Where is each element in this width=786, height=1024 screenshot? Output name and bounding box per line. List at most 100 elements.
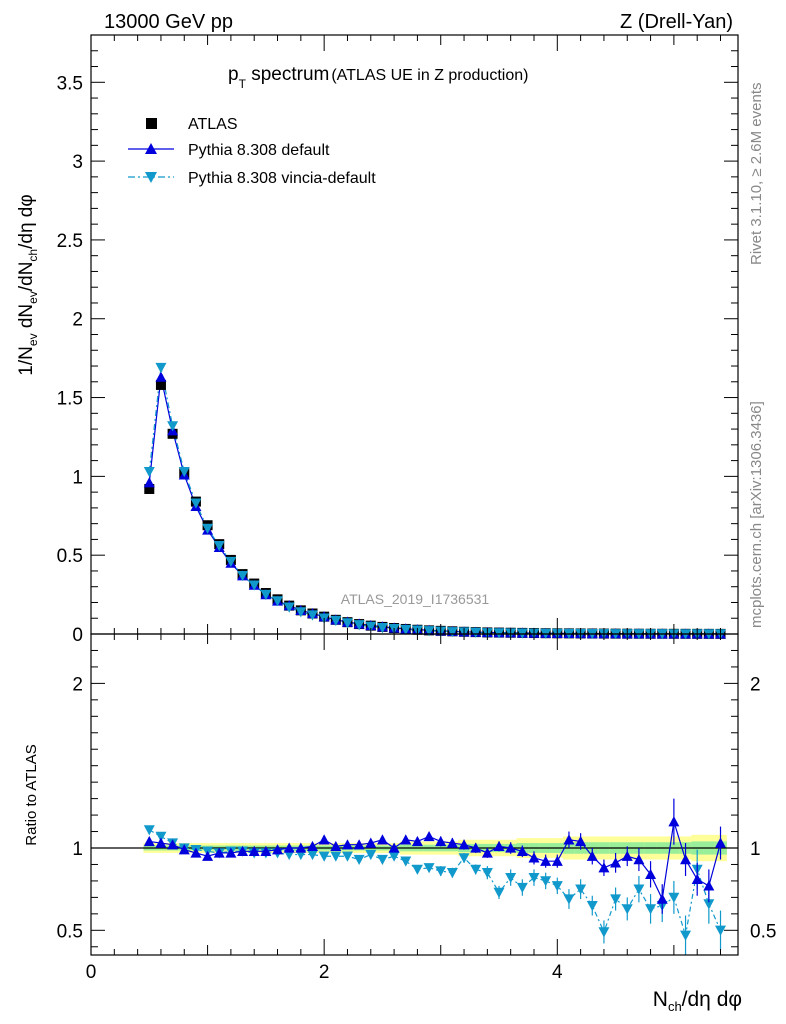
data-point-vincia [283,602,295,613]
main-y-tick-label: 2 [72,310,83,331]
data-point-vincia [295,607,307,618]
main-y-tick-label: 0 [72,625,83,646]
data-point-default [155,371,167,382]
ratio-point-default [400,834,412,845]
data-point-vincia [167,421,179,432]
header-right: Z (Drell-Yan) [620,11,733,33]
ratio-point-vincia [470,864,482,875]
mcplots-label: mcplots.cern.ch [arXiv:1306.3436] [748,401,765,628]
main-panel: 0 0.5 1 1.5 2 2.5 3 3.5 [57,34,739,646]
ratio-point-default [458,839,470,850]
data-point-vincia [213,541,225,552]
x-axis-label: Nch/dη dφ [653,988,742,1014]
main-y-tick-label: 3 [72,152,83,173]
ratio-point-default [645,868,657,880]
ratio-point-vincia [143,825,155,836]
ratio-y-tick-label-right: 1 [750,839,761,860]
ratio-point-default [388,842,400,853]
ratio-point-default [318,834,330,845]
ratio-point-vincia [668,892,680,903]
ratio-line-default [149,821,722,902]
ratio-point-default [446,837,458,848]
ratio-point-default [190,847,202,858]
data-point-vincia [376,623,388,634]
legend-label-vincia: Pythia 8.308 vincia-default [188,170,376,187]
ratio-point-vincia [458,853,470,864]
main-y-axis-label: 1/Nev dNev/dNch/dη dφ [16,194,40,375]
ratio-point-default [237,845,249,856]
data-point-vincia [225,556,237,567]
ratio-point-vincia [505,872,517,884]
data-point-vincia [178,466,190,478]
ratio-point-default [703,880,715,891]
data-point-vincia [341,618,353,629]
data-point-vincia [470,627,482,638]
data-point-vincia [143,466,155,478]
x-tick-label: 2 [319,962,330,983]
ratio-point-default [540,855,552,866]
main-y-tick-label: 1.5 [57,389,83,410]
ratio-point-vincia [575,884,587,895]
ratio-point-vincia [353,854,365,866]
ratio-y-tick-label: 0.5 [57,921,83,942]
ratio-point-vincia [435,866,447,877]
ratio-point-vincia [586,900,598,912]
ratio-point-vincia [610,894,622,905]
ratio-point-default [505,842,517,853]
rivet-label: Rivet 3.1.10, ≥ 2.6M events [748,83,765,266]
ratio-point-vincia [411,864,423,875]
data-point-vincia [248,580,260,591]
ratio-point-vincia [703,899,715,910]
ratio-y-tick-label-right: 2 [750,674,761,695]
data-point-vincia [155,362,167,374]
ratio-point-vincia [155,831,167,842]
ratio-point-default [248,845,260,856]
data-point-vincia [353,620,365,631]
ratio-point-default [376,834,388,845]
ratio-point-default [680,854,692,865]
header-left: 13000 GeV pp [104,11,233,33]
ratio-point-default [481,847,493,858]
ratio-point-default [330,840,342,852]
data-point-vincia [306,610,318,621]
ratio-point-vincia [540,876,552,887]
ratio-point-vincia [481,868,493,879]
ratio-point-vincia [715,925,727,936]
ratio-point-default [225,847,237,858]
ratio-y-tick-label: 1 [72,839,83,860]
ratio-point-vincia [423,863,435,874]
ratio-point-vincia [633,884,645,895]
ratio-panel: 0.5 0.5 1 1 2 2 0 2 4 [57,633,776,983]
ratio-point-vincia [680,930,692,941]
data-point-vincia [400,624,412,636]
ratio-point-default [295,842,307,853]
ratio-y-tick-label-right: 0.5 [750,921,776,942]
ratio-point-default [715,837,727,848]
ratio-point-vincia [528,872,540,884]
ratio-point-vincia [598,927,610,938]
legend-label-atlas: ATLAS [188,116,238,133]
ratio-point-vincia [306,849,318,861]
ratio-point-default [178,844,190,855]
legend-label-default: Pythia 8.308 default [188,142,330,159]
ratio-point-default [470,842,482,853]
ratio-point-default [155,837,167,848]
analysis-id: ATLAS_2019_I1736531 [341,591,490,607]
ratio-point-vincia [563,894,575,905]
ratio-point-vincia [341,851,353,862]
legend: ATLAS Pythia 8.308 default Pythia 8.308 … [128,116,376,187]
ratio-point-default [598,862,610,873]
legend-marker-atlas [146,118,157,129]
ratio-point-default [563,834,575,845]
ratio-point-default [610,857,622,868]
data-point-default [143,477,155,488]
legend-marker-default [145,143,157,154]
data-point-vincia [423,626,435,637]
data-point-vincia [446,627,458,638]
ratio-frame [90,633,739,956]
ratio-point-default [633,854,645,865]
ratio-point-default [353,839,365,850]
data-point-vincia [272,596,284,607]
ratio-point-default [283,842,295,853]
